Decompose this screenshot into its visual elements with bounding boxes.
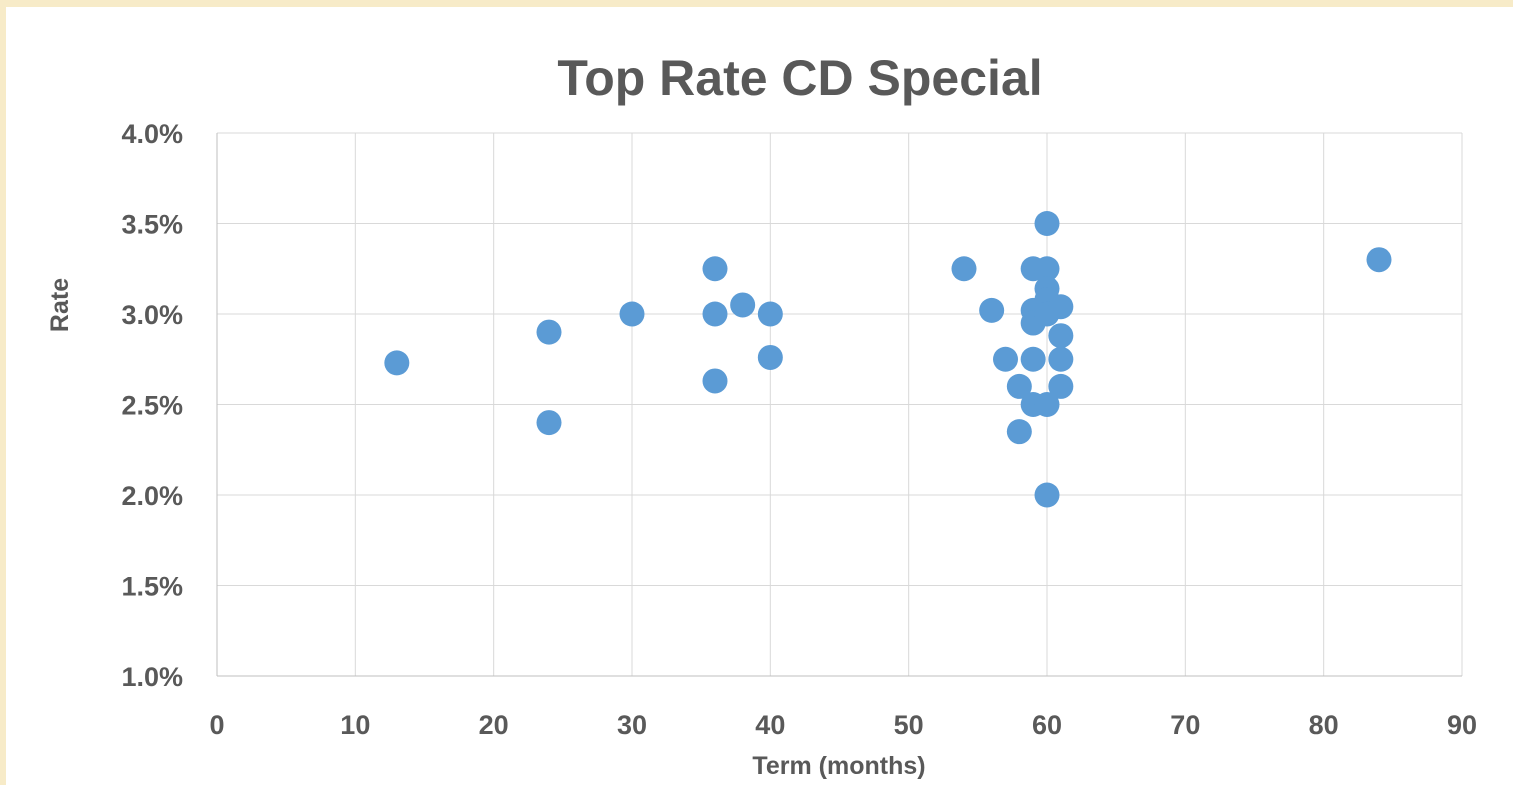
- chart-container: Top Rate CD Special 1.0% 1.5% 2.0% 2.5% 3.0%…: [6, 7, 1513, 785]
- x-tick-label: 0: [209, 710, 224, 740]
- x-axis-title: Term (months): [752, 752, 925, 780]
- scatter-chart: Top Rate CD Special 1.0% 1.5% 2.0% 2.5% 3.0%…: [46, 50, 1477, 780]
- y-tick-label: 1.5%: [121, 572, 183, 602]
- data-point: [1048, 346, 1074, 372]
- data-point: [702, 301, 728, 327]
- x-tick-label: 10: [340, 710, 370, 740]
- axes: [216, 133, 1462, 677]
- data-point: [619, 301, 645, 327]
- data-point: [1048, 323, 1074, 349]
- y-tick-label: 3.5%: [121, 210, 183, 240]
- x-axis-tick-labels: 0 10 20 30 40 50 60 70 80 90: [209, 710, 1477, 740]
- y-tick-label: 3.0%: [121, 300, 183, 330]
- x-tick-label: 30: [617, 710, 647, 740]
- chart-title: Top Rate CD Special: [557, 50, 1042, 106]
- y-tick-label: 4.0%: [121, 119, 183, 149]
- data-point: [1034, 256, 1060, 282]
- data-point: [536, 319, 562, 345]
- data-point: [1020, 346, 1046, 372]
- data-point: [536, 410, 562, 436]
- y-tick-label: 2.0%: [121, 481, 183, 511]
- data-point: [757, 301, 783, 327]
- data-point: [1006, 419, 1032, 445]
- data-point: [979, 297, 1005, 323]
- x-tick-label: 80: [1309, 710, 1339, 740]
- x-tick-label: 70: [1170, 710, 1200, 740]
- data-point: [951, 256, 977, 282]
- gridlines: [217, 132, 1463, 676]
- data-point: [1006, 373, 1032, 399]
- y-tick-label: 2.5%: [121, 391, 183, 421]
- y-axis-title: Rate: [46, 278, 74, 332]
- y-axis-tick-labels: 1.0% 1.5% 2.0% 2.5% 3.0% 3.5% 4.0%: [121, 119, 183, 692]
- data-point: [384, 350, 410, 376]
- x-tick-label: 40: [755, 710, 785, 740]
- data-point: [730, 292, 756, 318]
- data-point: [702, 256, 728, 282]
- y-tick-label: 1.0%: [121, 662, 183, 692]
- data-point: [1034, 392, 1060, 417]
- data-point: [1034, 482, 1060, 508]
- data-point: [1034, 211, 1060, 236]
- data-point: [1048, 373, 1074, 399]
- data-point: [993, 346, 1018, 372]
- x-tick-label: 90: [1447, 710, 1477, 740]
- data-point: [1048, 294, 1074, 320]
- x-tick-label: 50: [894, 710, 924, 740]
- data-points: [384, 211, 1392, 508]
- x-tick-label: 20: [479, 710, 509, 740]
- x-tick-label: 60: [1032, 710, 1062, 740]
- data-point: [757, 344, 783, 370]
- data-point: [1366, 247, 1392, 273]
- data-point: [702, 368, 728, 394]
